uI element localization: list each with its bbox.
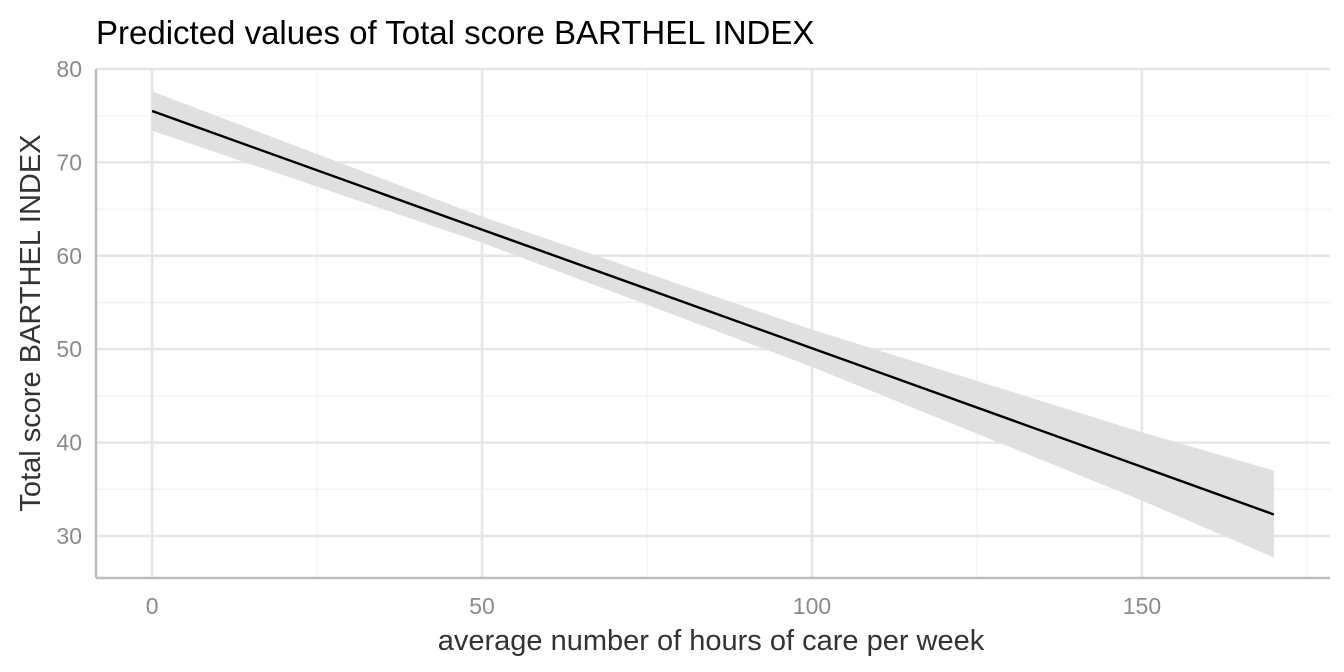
x-tick-label: 0 <box>146 593 159 619</box>
y-tick-label: 60 <box>56 243 82 269</box>
y-tick-label: 40 <box>56 430 82 456</box>
confidence-ribbon-layer <box>152 91 1274 558</box>
tick-labels: 0 50 100 150 30 40 50 60 70 80 <box>56 56 1161 619</box>
y-tick-label: 70 <box>56 149 82 175</box>
x-tick-label: 100 <box>793 593 831 619</box>
y-axis-label: Total score BARTHEL INDEX <box>15 134 47 511</box>
y-tick-label: 50 <box>56 336 82 362</box>
x-tick-label: 50 <box>469 593 495 619</box>
x-axis-label: average number of hours of care per week <box>438 625 985 657</box>
chart-title: Predicted values of Total score BARTHEL … <box>96 14 814 51</box>
confidence-ribbon <box>152 91 1274 558</box>
prediction-line <box>151 109 1275 516</box>
x-tick-label: 150 <box>1123 593 1161 619</box>
y-tick-label: 30 <box>56 523 82 549</box>
prediction-line-layer <box>151 109 1275 516</box>
y-tick-label: 80 <box>56 56 82 82</box>
grid <box>96 67 1330 578</box>
axes <box>94 69 1330 580</box>
